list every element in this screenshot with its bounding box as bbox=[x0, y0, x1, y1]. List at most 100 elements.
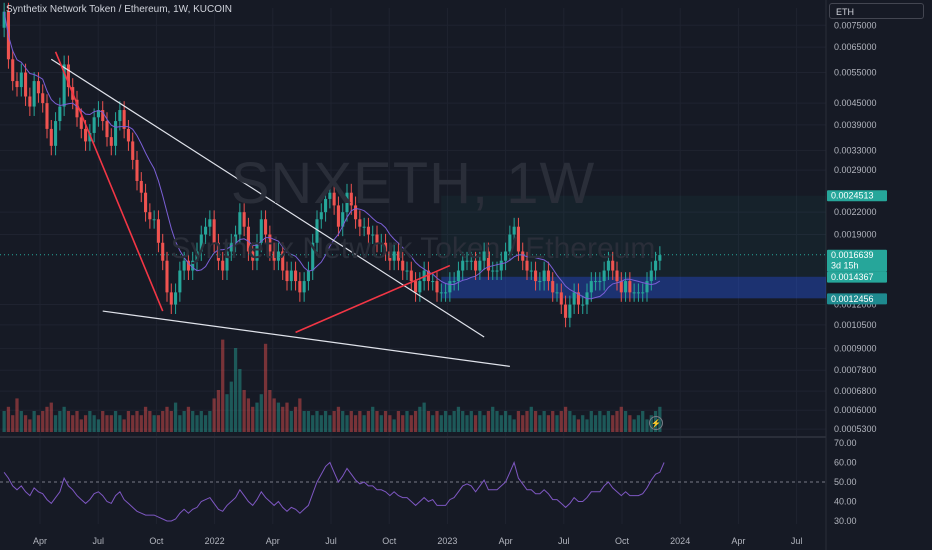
volume-bar bbox=[611, 415, 615, 432]
ma-line bbox=[3, 11, 661, 300]
stop-loss-zone bbox=[441, 276, 826, 299]
candle-body bbox=[658, 255, 662, 261]
candle-body bbox=[564, 304, 568, 318]
candle-body bbox=[461, 260, 465, 271]
volume-bar bbox=[203, 415, 208, 432]
x-tick-label: Jul bbox=[92, 536, 104, 546]
volume-bar bbox=[41, 411, 45, 432]
volume-bar bbox=[259, 394, 263, 432]
candle-body bbox=[212, 219, 216, 243]
volume-bar bbox=[602, 415, 606, 432]
candle-body bbox=[516, 226, 520, 252]
volume-bar bbox=[443, 411, 448, 432]
volume-bar bbox=[388, 415, 392, 432]
candle-body bbox=[486, 251, 490, 271]
volume-bar bbox=[62, 406, 66, 432]
volume-bar bbox=[431, 415, 435, 432]
volume-bar bbox=[165, 406, 169, 432]
candle-body bbox=[568, 304, 572, 318]
volume-bar bbox=[645, 419, 649, 432]
volume-bar bbox=[53, 415, 58, 432]
currency-button[interactable]: ETH bbox=[829, 3, 924, 19]
price-badge-text: 0.0012456 bbox=[831, 294, 874, 304]
candle-body bbox=[448, 281, 452, 293]
candle-body bbox=[611, 260, 615, 271]
candle-body bbox=[152, 219, 156, 221]
volume-bar bbox=[135, 411, 139, 432]
volume-bar bbox=[563, 406, 568, 432]
volume-bar bbox=[345, 415, 349, 432]
lightning-icon[interactable]: ⚡ bbox=[649, 416, 663, 430]
volume-bar bbox=[186, 406, 191, 432]
candle-body bbox=[632, 292, 636, 294]
volume-bar bbox=[221, 339, 225, 432]
y-tick-label: 0.0055000 bbox=[834, 68, 877, 78]
y-tick-label: 0.0065000 bbox=[834, 42, 877, 52]
volume-bar bbox=[401, 415, 405, 432]
candle-body bbox=[28, 96, 32, 107]
x-tick-label: Oct bbox=[615, 536, 630, 546]
volume-bar bbox=[66, 411, 71, 432]
volume-bar bbox=[285, 402, 289, 432]
candle-body bbox=[306, 270, 310, 282]
price-axis[interactable]: 0.0075000 0.0065000 0.0055000 0.0045000 0.00… bbox=[834, 20, 877, 434]
candle-body bbox=[336, 205, 340, 227]
volume-bar bbox=[383, 411, 388, 432]
candle-body bbox=[92, 117, 96, 133]
volume-bar bbox=[508, 415, 512, 432]
candle-body bbox=[101, 110, 105, 122]
x-tick-label: Apr bbox=[731, 536, 745, 546]
volume-bar bbox=[281, 406, 285, 432]
volume-bar bbox=[379, 415, 383, 432]
candle-body bbox=[144, 192, 148, 213]
candle-body bbox=[315, 219, 319, 243]
volume-bar bbox=[92, 415, 96, 432]
candle-body bbox=[478, 260, 482, 271]
volume-bar bbox=[328, 415, 332, 432]
candle-body bbox=[62, 64, 66, 107]
candle-body bbox=[191, 260, 195, 271]
candle-body bbox=[452, 281, 456, 283]
volume-bar bbox=[491, 406, 495, 432]
volume-bar bbox=[452, 411, 456, 432]
time-axis[interactable]: Apr Jul Oct 2022 Apr Jul Oct 2023 Apr Jul Oct 2024 A… bbox=[33, 536, 802, 546]
volume-bar bbox=[126, 411, 131, 432]
candle-body bbox=[392, 251, 396, 261]
volume-bar bbox=[353, 415, 358, 432]
candle-body bbox=[122, 110, 126, 129]
volume-bar bbox=[143, 406, 148, 432]
price-badge-text: 0.0024513 bbox=[831, 191, 874, 201]
candle-body bbox=[311, 242, 315, 271]
volume-bar bbox=[598, 411, 602, 432]
candle-body bbox=[161, 242, 165, 261]
candle-body bbox=[66, 64, 70, 88]
y-tick-label: 0.0039000 bbox=[834, 120, 877, 130]
volume-bar bbox=[473, 415, 478, 432]
volume-bar bbox=[156, 415, 161, 432]
candle-body bbox=[525, 260, 529, 271]
candle-body bbox=[555, 292, 559, 294]
y-tick-label: 0.0075000 bbox=[834, 20, 877, 30]
candle-body bbox=[186, 260, 190, 271]
price-badge bbox=[827, 190, 887, 202]
candle-body bbox=[371, 234, 375, 236]
support-trendline bbox=[54, 51, 164, 312]
volume-bar bbox=[615, 411, 619, 432]
candle-body bbox=[225, 251, 229, 271]
candle-body bbox=[418, 281, 422, 293]
candle-body bbox=[88, 132, 92, 142]
candle-body bbox=[504, 251, 508, 261]
rsi-tick-label: 70.00 bbox=[834, 438, 857, 448]
candle-body bbox=[294, 270, 298, 282]
candle-body bbox=[645, 281, 649, 293]
candle-body bbox=[84, 128, 88, 142]
candle-body bbox=[242, 212, 246, 227]
volume-bar bbox=[268, 390, 272, 432]
volume-bar bbox=[542, 411, 546, 432]
candle-body bbox=[649, 270, 653, 282]
y-tick-label: 0.0007800 bbox=[834, 365, 877, 375]
candle-body bbox=[195, 251, 199, 261]
candle-body bbox=[589, 281, 593, 293]
